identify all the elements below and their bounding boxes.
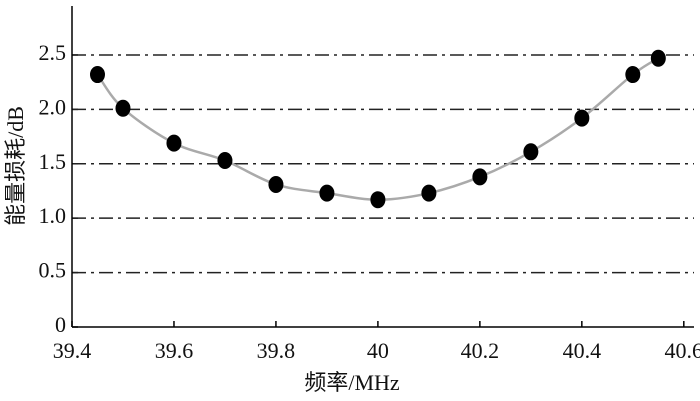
y-tick-label: 1.5 xyxy=(39,149,67,174)
data-point xyxy=(370,191,386,209)
x-tick-label: 40.4 xyxy=(563,338,602,363)
data-point xyxy=(650,49,666,67)
trend-line xyxy=(96,57,659,201)
x-axis-label: 频率/MHz xyxy=(304,370,400,395)
x-tick-label: 39.8 xyxy=(257,338,296,363)
y-axis-label: 能量损耗/dB xyxy=(3,106,28,226)
data-point xyxy=(166,134,182,152)
data-point xyxy=(625,66,641,84)
data-point xyxy=(523,143,539,161)
y-tick-label: 0.5 xyxy=(39,258,67,283)
x-tick-label: 39.6 xyxy=(155,338,194,363)
data-point xyxy=(319,184,335,202)
y-tick-label: 2.0 xyxy=(39,94,67,119)
data-point xyxy=(472,168,488,186)
data-point xyxy=(268,175,284,193)
x-tick-label: 39.4 xyxy=(53,338,92,363)
x-tick-label: 40.2 xyxy=(461,338,500,363)
data-point xyxy=(574,109,590,127)
data-point xyxy=(89,66,105,84)
x-tick-label: 40.6 xyxy=(665,338,700,363)
data-point xyxy=(217,152,233,170)
y-tick-label: 1.0 xyxy=(39,203,67,228)
y-tick-label: 0 xyxy=(55,312,66,337)
data-point xyxy=(421,184,437,202)
y-tick-label: 2.5 xyxy=(39,40,67,65)
x-tick-label: 40 xyxy=(367,338,389,363)
data-point xyxy=(115,99,131,117)
